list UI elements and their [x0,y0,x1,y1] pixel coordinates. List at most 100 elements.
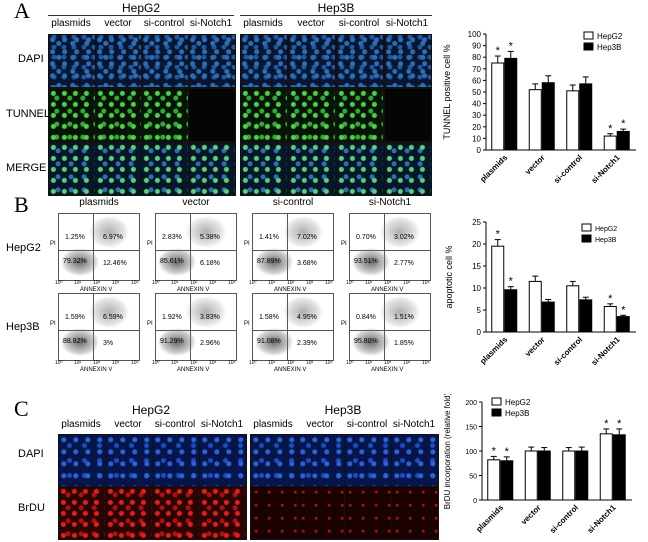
bar [528,89,542,151]
x-tick-label: 10¹ [268,360,276,366]
cell-population-cloud [158,248,196,276]
panel-b-col-label: vector [182,197,210,208]
quadrant-percent: 12.46% [103,260,127,267]
y-tick-label: 25 [472,218,481,227]
quadrant-percent: 91.08% [257,338,281,345]
x-tick-label: 10³ [209,280,217,286]
flow-cytometry-plot: 0.84% 1.51% 95.80% 1.85% [349,293,431,361]
quadrant-percent: 93.51% [354,258,378,265]
panel-a-group-line-hepg2 [48,15,234,16]
bar [487,459,501,501]
y-tick-label: 100 [465,449,477,456]
category-label: vector [519,503,542,526]
cell-population-cloud [61,248,99,276]
panel-b-col-label: si-Notch1 [368,197,412,208]
bar [528,280,542,333]
panel-b-col-label: plasmids [79,197,119,208]
quadrant-line-vertical [93,294,94,360]
micrograph-tile [152,434,200,488]
tunnel-bar-chart: 0 10 20 30 40 50 60 70 80 90 100 TUNNEL positive ce… [442,30,636,186]
bar [603,135,617,151]
x-tick-label: 10³ [209,360,217,366]
quadrant-percent: 88.82% [63,338,87,345]
y-axis-label: PI [147,241,153,247]
x-tick-label: 10² [190,360,198,366]
bar [491,62,505,151]
x-tick-label: 10² [93,360,101,366]
bar [599,433,613,501]
bar [579,83,593,151]
bar [566,90,580,151]
x-tick-label: 10⁰ [152,360,160,366]
legend-swatch [581,223,592,232]
quadrant-percent: 3.83% [200,314,220,321]
micrograph-tile [288,34,336,88]
quadrant-line-horizontal [59,250,139,251]
panel-a-group-hep3b: Hep3B [317,1,355,15]
micrograph-tile [141,142,189,196]
y-tick-label: 100 [468,30,482,39]
micrograph-tile [391,486,439,540]
y-tick-label: 0 [473,498,477,505]
y-tick-label: 90 [472,42,481,51]
panel-c-col-label: plasmids [61,419,101,430]
panel-c-col-label: si-Notch1 [392,419,436,430]
x-tick-label: 10¹ [365,360,373,366]
panel-a-letter: A [14,0,30,23]
apoptosis-bar-chart: 0 5 10 15 20 25 apoptotic cell % * * plasmids vect… [444,218,636,368]
flow-cytometry-plot: 1.41% 7.02% 87.89% 3.68% [252,213,334,281]
category-label: si-Notch1 [590,335,623,368]
micrograph-tile [58,434,106,488]
quadrant-line-vertical [384,294,385,360]
quadrant-percent: 95.80% [354,338,378,345]
legend-swatch [583,31,594,40]
significance-star: * [608,293,613,305]
panel-b-row-hep3b: Hep3B [6,321,40,333]
quadrant-percent: 0.70% [356,234,376,241]
micrograph-tile [297,434,345,488]
y-axis-label: PI [147,321,153,327]
bar [603,305,617,333]
category-label: si-Notch1 [590,153,623,186]
panel-c-group-hep3b: Hep3B [324,403,362,417]
quadrant-line-horizontal [253,250,333,251]
quadrant-percent: 2.39% [297,340,317,347]
quadrant-percent: 0.84% [356,314,376,321]
micrograph-tile [336,142,384,196]
x-axis-label: ANNEXIN V [80,367,113,373]
y-axis-title: BrDU incorporation (relative fold) [443,394,452,509]
y-tick-label: 50 [472,88,481,97]
x-tick-label: 10³ [403,360,411,366]
x-tick-label: 10⁰ [55,360,63,366]
panel-a-col-label: vector [297,18,325,29]
x-tick-label: 10¹ [74,280,82,286]
x-tick-label: 10¹ [171,280,179,286]
panel-c-col-label: si-control [346,419,388,430]
micrograph-tile [48,88,96,142]
bar [537,450,551,501]
significance-star: * [496,229,501,241]
cell-population-cloud [158,328,196,356]
cell-population-cloud [61,328,99,356]
category-label: si-Notch1 [586,503,619,536]
y-axis-label: PI [50,241,56,247]
quadrant-percent: 1.59% [65,314,85,321]
x-tick-label: 10⁴ [228,360,236,366]
significance-star: * [617,418,622,430]
category-label: plasmids [478,153,509,184]
y-axis-label: PI [244,321,250,327]
y-tick-label: 10 [472,284,481,293]
panel-a-row-merge: MERGE [6,162,47,174]
y-tick-label: 150 [465,425,477,432]
bar [504,57,518,151]
quadrant-line-horizontal [156,330,236,331]
panel-c-col-label: si-control [154,419,196,430]
quadrant-percent: 2.83% [162,234,182,241]
significance-star: * [492,445,497,457]
y-tick-label: 0 [477,328,482,337]
x-tick-label: 10² [93,280,101,286]
x-tick-label: 10⁰ [346,360,354,366]
x-tick-label: 10⁴ [422,360,430,366]
cell-population-cloud [89,216,129,248]
quadrant-percent: 3% [103,340,114,347]
